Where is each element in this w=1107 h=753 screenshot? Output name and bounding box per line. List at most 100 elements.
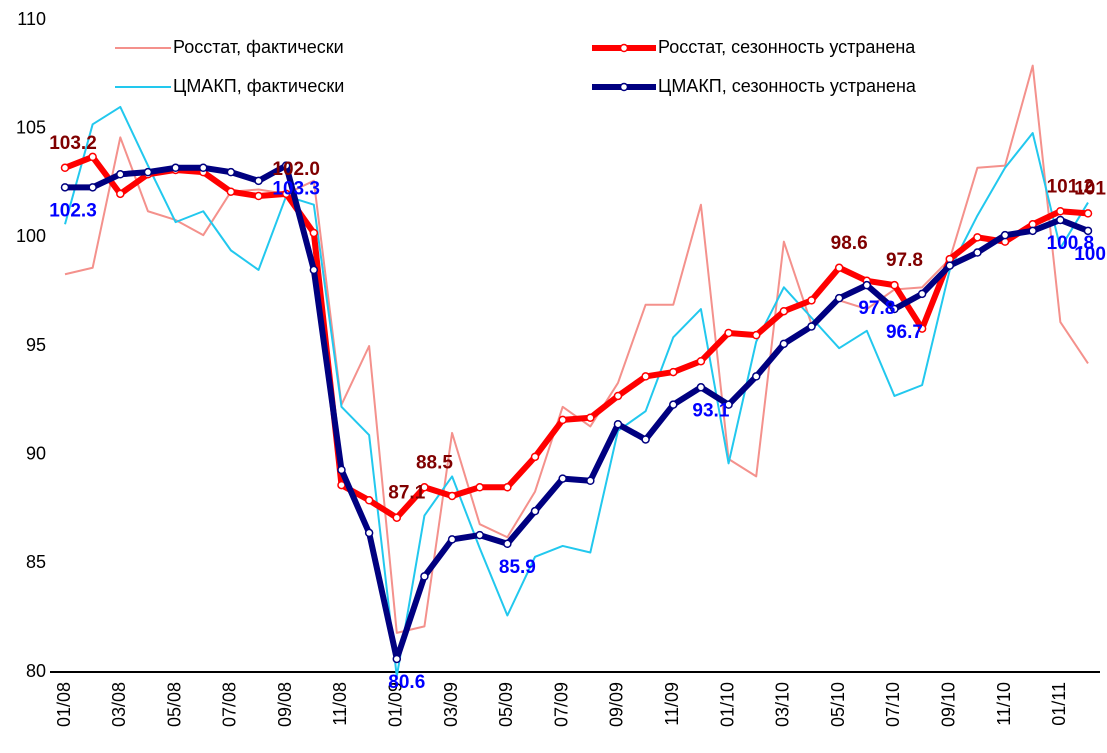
y-tick-label: 95 (26, 335, 46, 355)
legend-label: ЦМАКП, фактически (173, 76, 344, 96)
point (309, 265, 319, 275)
point (696, 356, 706, 366)
point (862, 280, 872, 290)
point (420, 572, 429, 581)
point (641, 435, 650, 444)
point (1083, 209, 1093, 218)
point (724, 328, 733, 338)
value-label: 96.7 (886, 322, 923, 343)
point (88, 183, 97, 192)
x-tick-label: 05/09 (496, 682, 516, 727)
x-tick-label: 01/08 (54, 682, 74, 727)
point (890, 304, 899, 314)
value-label: 97.8 (886, 250, 923, 271)
series-line (63, 153, 1089, 521)
point (669, 367, 678, 377)
point (281, 161, 291, 170)
point (945, 261, 955, 270)
x-tick-label: 03/08 (109, 682, 129, 727)
series-line (64, 105, 1089, 678)
point (558, 415, 567, 425)
point (613, 391, 623, 401)
x-tick-label: 01/09 (386, 682, 406, 727)
y-tick-label: 100 (16, 226, 46, 246)
point (364, 528, 374, 538)
value-label: 101.1 (1074, 178, 1107, 199)
x-tick-label: 03/10 (773, 682, 793, 727)
x-tick-label: 09/08 (275, 682, 295, 727)
point (337, 465, 346, 475)
value-label: 88.5 (416, 452, 453, 473)
x-tick-label: 07/09 (551, 682, 571, 727)
point (696, 383, 706, 392)
x-tick-label: 05/08 (164, 682, 184, 727)
point (420, 483, 429, 492)
point (834, 293, 844, 303)
value-label: 80.6 (388, 672, 425, 693)
point (143, 167, 153, 177)
y-tick-label: 80 (26, 661, 46, 681)
x-tick-label: 01/11 (1049, 682, 1069, 726)
point (530, 452, 540, 462)
legend-label: ЦМАКП, сезонность устранена (658, 76, 917, 96)
legend-label: Росстат, фактически (173, 37, 344, 57)
y-tick-label: 105 (16, 117, 46, 137)
point (198, 163, 208, 173)
point (669, 400, 678, 409)
point (917, 289, 927, 299)
point (60, 183, 70, 192)
point (392, 654, 402, 664)
point (171, 163, 180, 173)
legend-label: Росстат, сезонность устранена (658, 37, 916, 57)
point (779, 306, 789, 316)
point (226, 187, 236, 196)
point (226, 167, 236, 177)
point (475, 530, 484, 540)
legend-marker (619, 43, 629, 53)
value-label: 87.1 (388, 483, 425, 504)
point (116, 189, 125, 199)
point (724, 400, 733, 409)
value-label: 100.3 (1074, 244, 1107, 265)
value-label: 102.0 (272, 159, 320, 180)
value-label: 103.2 (49, 133, 97, 154)
x-tick-label: 07/08 (220, 682, 240, 727)
x-tick-label: 03/09 (441, 682, 461, 727)
point (779, 339, 789, 349)
x-tick-label: 09/09 (607, 682, 627, 727)
point (917, 324, 927, 333)
point (973, 248, 982, 257)
point (586, 476, 595, 485)
point (392, 513, 402, 522)
point (807, 322, 816, 331)
point (281, 189, 291, 199)
point (558, 474, 567, 483)
x-tick-label: 11/08 (330, 682, 350, 726)
point (447, 491, 457, 501)
point (751, 330, 761, 340)
point (973, 233, 982, 242)
x-tick-label: 11/09 (662, 682, 682, 726)
value-label: 97.8 (858, 298, 895, 319)
point (475, 483, 484, 492)
series-line (64, 64, 1089, 634)
point (503, 483, 512, 492)
point (890, 280, 899, 290)
x-tick-label: 01/10 (717, 682, 737, 727)
value-label: 98.6 (831, 233, 868, 254)
x-tick-label: 07/10 (883, 682, 903, 727)
value-label: 100.8 (1047, 233, 1095, 254)
point (60, 163, 70, 173)
point (1056, 215, 1065, 225)
legend-marker (619, 82, 629, 92)
point (807, 296, 816, 305)
y-tick-label: 90 (26, 443, 46, 463)
series-line (65, 162, 1090, 662)
value-label: 101.2 (1047, 176, 1095, 197)
x-tick-label: 09/10 (939, 682, 959, 727)
point (1000, 230, 1010, 240)
point (447, 535, 457, 544)
point (88, 152, 97, 162)
x-tick-label: 05/10 (828, 682, 848, 727)
